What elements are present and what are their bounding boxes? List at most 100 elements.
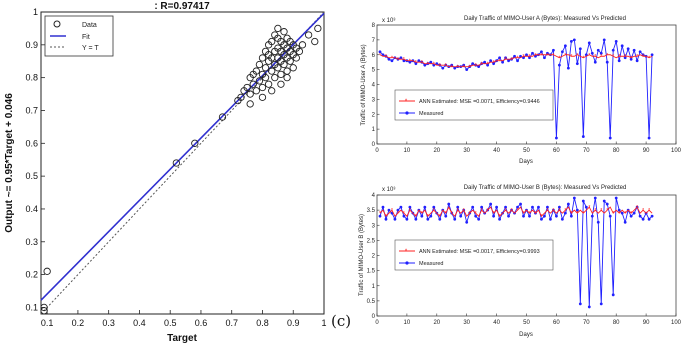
data-point xyxy=(268,67,276,75)
user-b-measured-point xyxy=(611,293,615,297)
data-point xyxy=(264,51,273,59)
user-a-measured-point xyxy=(596,48,600,52)
user-b-measured-point xyxy=(575,208,579,212)
regression-legend: Data Fit Y = T xyxy=(44,15,114,57)
user-a-estimated-point: * xyxy=(642,54,644,60)
data-point xyxy=(261,64,270,72)
user-a-measured-point xyxy=(378,50,382,54)
user-a-estimated-point: * xyxy=(624,54,626,60)
data-point xyxy=(274,34,282,42)
user-b-estimated-point: * xyxy=(505,208,507,214)
user-b-y-tick-label: 1.5 xyxy=(367,269,376,275)
user-a-estimated-point: * xyxy=(505,57,507,63)
user-a-measured-point xyxy=(608,136,612,140)
user-b-x-tick-label: 20 xyxy=(433,320,440,326)
user-b-estimated-point: * xyxy=(415,214,417,220)
user-b-measured-point xyxy=(647,217,651,221)
user-b-measured-point xyxy=(498,217,501,221)
user-b-x-tick-label: 70 xyxy=(583,320,590,326)
user-b-measured-point xyxy=(537,205,540,209)
user-a-x-tick-label: 80 xyxy=(613,148,620,154)
user-b-measured-point xyxy=(602,199,606,203)
user-a-x-tick-label: 100 xyxy=(671,148,682,154)
data-point xyxy=(218,113,227,121)
user-a-estimated-point: * xyxy=(433,62,435,68)
regression-chart: : R=0.97417 Target Output ~= 0.95*Target… xyxy=(4,1,327,344)
user-a-measured-point xyxy=(560,50,564,54)
user-a-measured-point xyxy=(623,56,627,60)
user-a-measured-point xyxy=(453,66,457,70)
user-a-estimated-point: * xyxy=(403,57,405,63)
regression-y-tick-label: 0.5 xyxy=(25,171,38,181)
user-b-title: Daily Traffic of MIMO-User B (Bytes): Me… xyxy=(464,185,627,191)
regression-xlabel: Target xyxy=(167,333,197,344)
user-a-plot-area xyxy=(376,24,677,145)
user-a-measured-point xyxy=(417,59,421,63)
user-b-x-ticks: 0 10 20 30 40 50 60 70 80 90 100 xyxy=(375,313,682,326)
user-a-estimated-point: * xyxy=(391,56,393,62)
user-b-x-tick-label: 40 xyxy=(493,320,500,326)
data-point xyxy=(261,74,270,82)
data-point xyxy=(258,54,267,62)
user-b-estimated-point: * xyxy=(457,208,459,214)
user-b-ylabel: Traffic of MIMO-User B (Bytes) xyxy=(359,214,365,296)
user-a-measured-point xyxy=(471,62,475,66)
data-point xyxy=(268,87,276,95)
user-a-x-tick-label: 90 xyxy=(643,148,650,154)
user-b-measured-point xyxy=(405,217,409,221)
user-b-y-tick-label: 2.5 xyxy=(367,238,376,244)
data-point xyxy=(277,80,285,88)
user-a-x-tick-label: 10 xyxy=(404,148,411,154)
user-a-legend-meas-marker xyxy=(405,111,409,115)
user-a-measured-point xyxy=(489,59,493,63)
user-b-measured-point xyxy=(516,205,519,209)
user-b-y-tick-label: 4 xyxy=(372,193,376,199)
user-a-estimated-point: * xyxy=(588,53,590,59)
user-a-y-ticks: 0 1 2 3 4 5 6 7 8 xyxy=(372,23,380,148)
user-b-legend-meas-label: Measured xyxy=(419,261,443,267)
user-a-measured-point xyxy=(629,57,633,61)
user-b-estimated-point: * xyxy=(499,214,501,220)
user-b-x-tick-label: 50 xyxy=(523,320,530,326)
panel-label: (c) xyxy=(331,312,352,330)
user-b-measured-point xyxy=(474,214,478,218)
user-a-measured-point xyxy=(638,50,642,54)
user-b-legend-est-marker: * xyxy=(405,249,408,255)
user-b-measured-point xyxy=(620,211,624,215)
user-a-measured-point xyxy=(486,63,490,67)
user-b-estimated-point: * xyxy=(517,208,519,214)
user-b-measured-point xyxy=(641,217,645,221)
data-point xyxy=(255,60,264,69)
user-b-measured-point xyxy=(519,202,522,206)
user-b-measured-point xyxy=(528,214,531,218)
user-b-estimated-point: * xyxy=(606,208,608,214)
user-b-estimated-point: * xyxy=(379,211,381,217)
user-b-measured-point xyxy=(623,220,627,224)
data-point xyxy=(243,83,251,92)
regression-x-tick-label: 0.7 xyxy=(225,318,238,328)
user-b-measured-point xyxy=(429,214,433,218)
user-b-measured-point xyxy=(531,205,534,209)
user-b-estimated-point: * xyxy=(391,208,393,214)
user-b-measured-point xyxy=(384,217,388,221)
user-b-estimated-point: * xyxy=(385,214,387,220)
user-b-estimated-point: * xyxy=(493,211,495,217)
user-a-measured-point xyxy=(546,51,549,55)
user-a-exponent: x 10³ xyxy=(382,18,395,24)
data-point xyxy=(274,24,282,33)
user-a-estimated-point: * xyxy=(570,54,572,60)
regression-title: : R=0.97417 xyxy=(154,1,210,12)
user-b-y-tick-label: 3 xyxy=(372,223,376,229)
user-a-measured-point xyxy=(423,63,427,67)
regression-y-tick-label: 1 xyxy=(33,7,38,17)
user-a-measured-point xyxy=(602,38,606,42)
user-b-measured-point xyxy=(557,205,561,209)
user-a-measured-point xyxy=(578,47,582,51)
data-point xyxy=(314,24,322,33)
user-a-measured-point xyxy=(525,53,528,57)
user-b-estimated-point: * xyxy=(612,211,614,217)
user-a-measured-point xyxy=(569,39,573,43)
user-b-estimated-point: * xyxy=(570,211,572,217)
data-point xyxy=(274,64,282,72)
